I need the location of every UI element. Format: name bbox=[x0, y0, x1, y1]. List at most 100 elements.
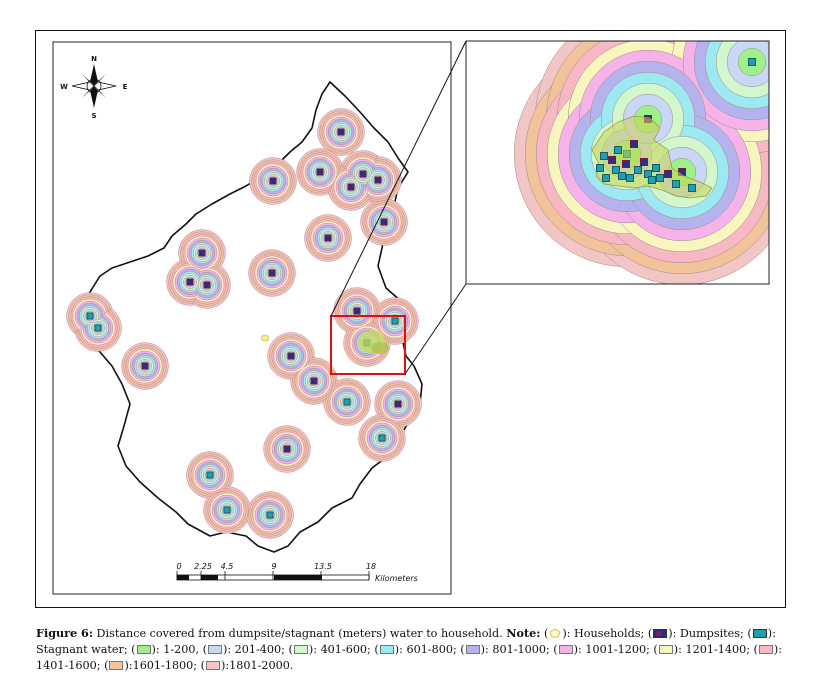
dumpsite-marker bbox=[347, 183, 355, 191]
dumpsite-marker bbox=[374, 176, 382, 184]
legend-item: ( ): 401-600; bbox=[289, 643, 375, 656]
stagnant-water-marker bbox=[672, 180, 680, 188]
scale-tick-label: 4.5 bbox=[221, 562, 234, 571]
dumpsite-marker bbox=[186, 278, 194, 286]
dumpsite-marker bbox=[664, 170, 672, 178]
figure-caption: Figure 6: Distance covered from dumpsite… bbox=[36, 625, 796, 674]
inset-points bbox=[596, 140, 696, 192]
dumpsite-marker bbox=[380, 218, 388, 226]
legend-paren: ( bbox=[200, 659, 205, 672]
legend-paren: ( bbox=[553, 643, 558, 656]
compass-s-label: S bbox=[91, 112, 96, 120]
inset-locator-box bbox=[330, 315, 406, 375]
buffer-swatch bbox=[758, 645, 773, 654]
buffer-swatch bbox=[207, 645, 222, 654]
legend-paren: ( bbox=[202, 643, 207, 656]
caption-note-label: Note: bbox=[506, 626, 541, 640]
caption-text: Distance covered from dumpsite/stagnant … bbox=[92, 627, 507, 640]
legend-paren: ( bbox=[374, 643, 379, 656]
legend-item: ( ): 1201-1400; bbox=[653, 643, 753, 656]
scale-tick-label: 0 bbox=[176, 562, 181, 571]
stagnant-water-marker bbox=[634, 166, 642, 174]
legend-label: ):1601-1800; bbox=[124, 659, 201, 672]
compass-n-label: N bbox=[91, 55, 97, 63]
legend-paren: ( bbox=[131, 643, 136, 656]
dumpsite-marker bbox=[359, 170, 367, 178]
dumpsite-marker bbox=[394, 400, 402, 408]
map-figure: N S E W 0 2.25 4.5 9 13.5 18 Kilometers bbox=[52, 40, 770, 595]
legend-item: ( ): 801-1000; bbox=[460, 643, 553, 656]
compass-e-label: E bbox=[123, 83, 128, 91]
dumpsite-marker bbox=[141, 362, 149, 370]
buffer-swatch bbox=[293, 645, 308, 654]
scale-bar: 0 2.25 4.5 9 13.5 18 Kilometers bbox=[176, 562, 417, 583]
legend-label: ): Households; bbox=[562, 627, 648, 640]
legend-item: ( ):1801-2000. bbox=[201, 659, 294, 672]
legend-paren: ( bbox=[104, 659, 109, 672]
stagnant-water-marker bbox=[612, 166, 620, 174]
legend-paren: ( bbox=[460, 643, 465, 656]
stagnant-water-marker bbox=[656, 174, 664, 182]
stagnant-water-marker bbox=[223, 506, 231, 514]
household-point bbox=[261, 334, 269, 342]
dumpsite-marker bbox=[310, 377, 318, 385]
dumpsite-marker bbox=[630, 140, 638, 148]
figure-frame bbox=[35, 30, 786, 608]
dumpsite-marker bbox=[268, 269, 276, 277]
legend-item: (): Stagnant water; bbox=[36, 627, 776, 656]
buffer-swatch bbox=[109, 661, 124, 670]
stagnant-water-marker bbox=[94, 324, 102, 332]
buffer-swatch bbox=[465, 645, 480, 654]
buffer-swatch bbox=[658, 645, 673, 654]
legend-item: ( ):1601-1800; bbox=[104, 659, 201, 672]
legend-label: ): Dumpsites; bbox=[668, 627, 748, 640]
dumpsite-marker bbox=[198, 249, 206, 257]
caption-figure-label: Figure 6: bbox=[36, 626, 93, 640]
stagnant-water-marker bbox=[626, 174, 634, 182]
legend-label: ): 801-1000; bbox=[480, 643, 554, 656]
dumpsite-marker bbox=[269, 177, 277, 185]
stagnant-water-marker bbox=[378, 434, 386, 442]
legend-item: ( ): 601-800; bbox=[374, 643, 460, 656]
dumpsite-marker bbox=[622, 160, 630, 168]
legend-paren: ( bbox=[288, 643, 293, 656]
legend-label: ): 1-200, bbox=[151, 643, 203, 656]
main-buffer-rings bbox=[66, 108, 422, 539]
legend-paren: ( bbox=[543, 627, 549, 640]
dumpsite-marker bbox=[287, 352, 295, 360]
legend-paren: ( bbox=[653, 643, 658, 656]
scale-tick-label: 9 bbox=[271, 562, 276, 571]
inset-connector-line bbox=[330, 40, 467, 317]
legend-label: ): 201-400; bbox=[222, 643, 289, 656]
legend-paren: ( bbox=[753, 643, 758, 656]
stagnant-water-marker bbox=[618, 172, 626, 180]
legend-label: ): 401-600; bbox=[308, 643, 375, 656]
legend-item: ( ): 201-400; bbox=[203, 643, 289, 656]
stagnant-water-marker bbox=[614, 146, 622, 154]
household-swatch-icon bbox=[549, 627, 561, 638]
main-household-cluster bbox=[261, 330, 389, 354]
dumpsite-marker bbox=[203, 281, 211, 289]
scale-tick-label: 2.25 bbox=[194, 562, 212, 571]
legend-item: (): 1401-1600; bbox=[36, 643, 782, 672]
buffer-swatch bbox=[379, 645, 394, 654]
stagnant-water-marker bbox=[652, 164, 660, 172]
dumpsite-marker bbox=[316, 168, 324, 176]
dumpsite-marker bbox=[324, 234, 332, 242]
legend-label: ): 601-800; bbox=[394, 643, 461, 656]
stagnant-water-marker bbox=[648, 176, 656, 184]
stagnant-water-marker bbox=[391, 317, 399, 325]
legend-label: ): Stagnant water; bbox=[36, 627, 776, 656]
stagnant-water-marker bbox=[596, 164, 604, 172]
scale-tick-label: 18 bbox=[366, 562, 376, 571]
legend-item: ( ): Dumpsites; bbox=[648, 627, 748, 640]
legend-label: ):1801-2000. bbox=[221, 659, 294, 672]
stagnant-water-marker bbox=[602, 174, 610, 182]
caption-legend: (): Households; (): Dumpsites; (): Stagn… bbox=[36, 627, 782, 672]
scale-tick-label: 13.5 bbox=[314, 562, 332, 571]
study-area-boundary bbox=[73, 81, 423, 553]
dumpsite-swatch-icon bbox=[653, 629, 668, 638]
north-arrow-compass: N S E W bbox=[60, 55, 127, 120]
legend-label: ): 1201-1400; bbox=[673, 643, 754, 656]
legend-paren: ( bbox=[647, 627, 653, 640]
